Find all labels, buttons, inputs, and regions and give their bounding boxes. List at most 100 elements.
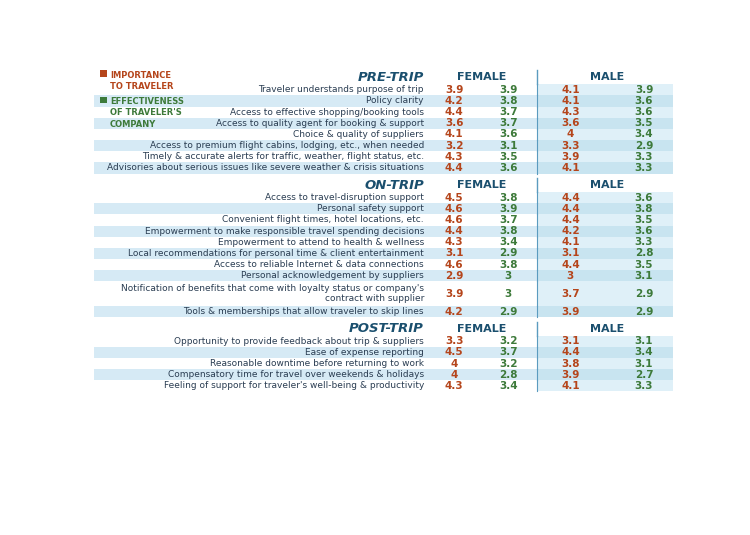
Bar [94,178,674,192]
Bar [100,71,107,77]
Bar [537,140,674,151]
Text: 3.9: 3.9 [445,289,464,299]
Text: 3.6: 3.6 [634,226,653,236]
Text: 3.6: 3.6 [634,96,653,106]
Text: Access to quality agent for booking & support: Access to quality agent for booking & su… [216,119,424,128]
Text: 3.1: 3.1 [445,248,464,258]
Text: 4.1: 4.1 [561,237,580,247]
Bar [537,215,674,226]
Bar [537,118,674,129]
Text: 3.1: 3.1 [634,358,653,369]
Bar [537,151,674,163]
Bar [94,306,537,317]
Text: 3.7: 3.7 [499,347,517,357]
Text: 4.4: 4.4 [561,347,580,357]
Bar [94,281,537,306]
Text: 4.4: 4.4 [561,204,580,214]
Text: 3.6: 3.6 [500,129,517,140]
Text: 2.8: 2.8 [634,248,653,258]
Text: FEMALE: FEMALE [457,324,506,334]
Bar [537,192,674,203]
Text: Opportunity to provide feedback about trip & suppliers: Opportunity to provide feedback about tr… [174,337,424,346]
Bar [537,270,674,281]
Text: 2.9: 2.9 [500,307,517,317]
Text: 2.9: 2.9 [634,307,653,317]
Text: 3.6: 3.6 [561,118,580,128]
Text: 3.1: 3.1 [634,271,653,281]
Text: 4.1: 4.1 [561,163,580,173]
Text: PRE-TRIP: PRE-TRIP [358,71,424,84]
Bar [94,358,537,369]
Text: 3.4: 3.4 [634,347,653,357]
Text: Compensatory time for travel over weekends & holidays: Compensatory time for travel over weeken… [168,370,424,379]
Text: 4.3: 4.3 [561,107,580,117]
Bar [94,236,537,248]
Text: 2.9: 2.9 [445,271,464,281]
Text: Notification of benefits that come with loyalty status or company's
contract wit: Notification of benefits that come with … [121,284,424,303]
Text: 3.2: 3.2 [445,141,464,151]
Text: 3.9: 3.9 [500,204,517,214]
Text: 4: 4 [451,370,458,380]
Bar [94,270,537,281]
Text: 3.9: 3.9 [445,85,464,95]
Text: 3.1: 3.1 [500,141,517,151]
Text: Empowerment to make responsible travel spending decisions: Empowerment to make responsible travel s… [145,227,424,235]
Text: Feeling of support for traveler's well-being & productivity: Feeling of support for traveler's well-b… [164,381,424,391]
Bar [94,369,537,380]
Text: 4.1: 4.1 [445,129,464,140]
Bar [94,106,537,118]
Text: Access to reliable Internet & data connections: Access to reliable Internet & data conne… [214,260,424,269]
Text: Access to effective shopping/booking tools: Access to effective shopping/booking too… [230,108,424,117]
Text: 4.2: 4.2 [445,96,464,106]
Text: 3.9: 3.9 [561,307,580,317]
Text: POST-TRIP: POST-TRIP [349,322,424,335]
Text: Personal safety support: Personal safety support [317,204,424,213]
Bar [94,163,537,173]
Text: MALE: MALE [590,180,624,190]
Text: 3.9: 3.9 [634,85,653,95]
Text: 4.6: 4.6 [445,259,464,270]
Bar [94,129,537,140]
Bar [94,140,537,151]
Text: Reasonable downtime before returning to work: Reasonable downtime before returning to … [210,359,424,368]
Text: 3.9: 3.9 [561,152,580,162]
Bar [94,215,537,226]
Text: 4.6: 4.6 [445,204,464,214]
Text: 3.8: 3.8 [500,96,517,106]
Text: 3.8: 3.8 [500,226,517,236]
Text: Empowerment to attend to health & wellness: Empowerment to attend to health & wellne… [217,238,424,247]
Text: IMPORTANCE
TO TRAVELER: IMPORTANCE TO TRAVELER [110,71,173,91]
Text: Access to travel-disruption support: Access to travel-disruption support [265,193,424,202]
Text: 3.2: 3.2 [500,336,517,346]
Bar [94,380,537,392]
Text: Local recommendations for personal time & client entertainment: Local recommendations for personal time … [128,249,424,258]
Bar [94,84,537,95]
Text: 3.6: 3.6 [634,107,653,117]
Text: Advisories about serious issues like severe weather & crisis situations: Advisories about serious issues like sev… [107,164,424,172]
Bar [94,322,674,335]
Text: 4.4: 4.4 [445,163,464,173]
Bar [94,151,537,163]
Bar [537,306,674,317]
Text: 4.4: 4.4 [561,215,580,225]
Bar [94,347,537,358]
Bar [94,248,537,259]
Bar [94,192,537,203]
Text: Timely & accurate alerts for traffic, weather, flight status, etc.: Timely & accurate alerts for traffic, we… [142,152,424,161]
Bar [94,118,537,129]
Bar [94,203,537,215]
Text: 3.6: 3.6 [634,193,653,203]
Bar [537,369,674,380]
Text: 3.3: 3.3 [634,163,653,173]
Bar [537,236,674,248]
Bar [537,203,674,215]
Bar [537,84,674,95]
Bar [537,358,674,369]
Text: 3.3: 3.3 [634,152,653,162]
Bar [94,335,537,347]
Text: 4: 4 [451,358,458,369]
Text: 3.9: 3.9 [561,370,580,380]
Text: 3.4: 3.4 [499,381,517,391]
Text: 3.6: 3.6 [445,118,464,128]
Text: Ease of expense reporting: Ease of expense reporting [305,348,424,357]
